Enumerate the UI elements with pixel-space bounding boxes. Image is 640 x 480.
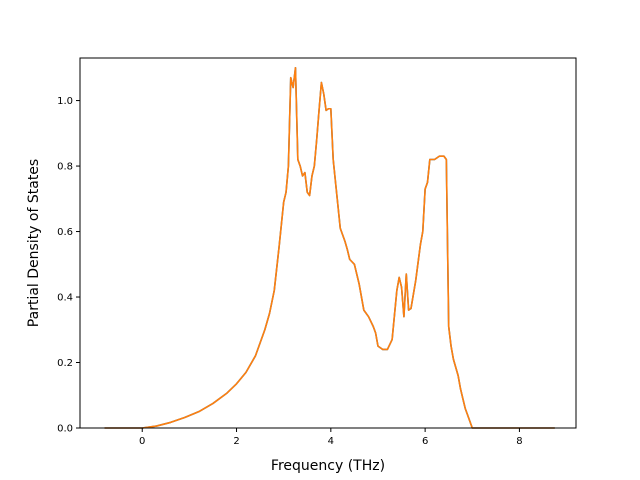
x-tick-label: 2 xyxy=(233,436,239,447)
y-tick-label: 0.6 xyxy=(57,227,73,238)
y-tick-label: 0.0 xyxy=(57,424,73,435)
tick-layer: 0 2 4 6 8 0.0 0.2 0.4 0.6 0.8 1.0 xyxy=(57,96,523,447)
plot-frame xyxy=(79,57,577,429)
y-tick-label: 0.2 xyxy=(57,358,73,369)
y-axis-label: Partial Density of States xyxy=(26,159,42,327)
y-tick-label: 0.4 xyxy=(57,293,73,304)
x-tick-label: 6 xyxy=(422,436,428,447)
x-tick-label: 4 xyxy=(328,436,334,447)
y-tick-label: 1.0 xyxy=(57,96,73,107)
x-tick-label: 0 xyxy=(139,436,145,447)
series-line-2 xyxy=(104,67,555,429)
x-tick-label: 8 xyxy=(516,436,522,447)
y-tick-label: 0.8 xyxy=(57,162,73,173)
series-layer xyxy=(104,67,555,429)
x-axis-label: Frequency (THz) xyxy=(271,458,385,474)
